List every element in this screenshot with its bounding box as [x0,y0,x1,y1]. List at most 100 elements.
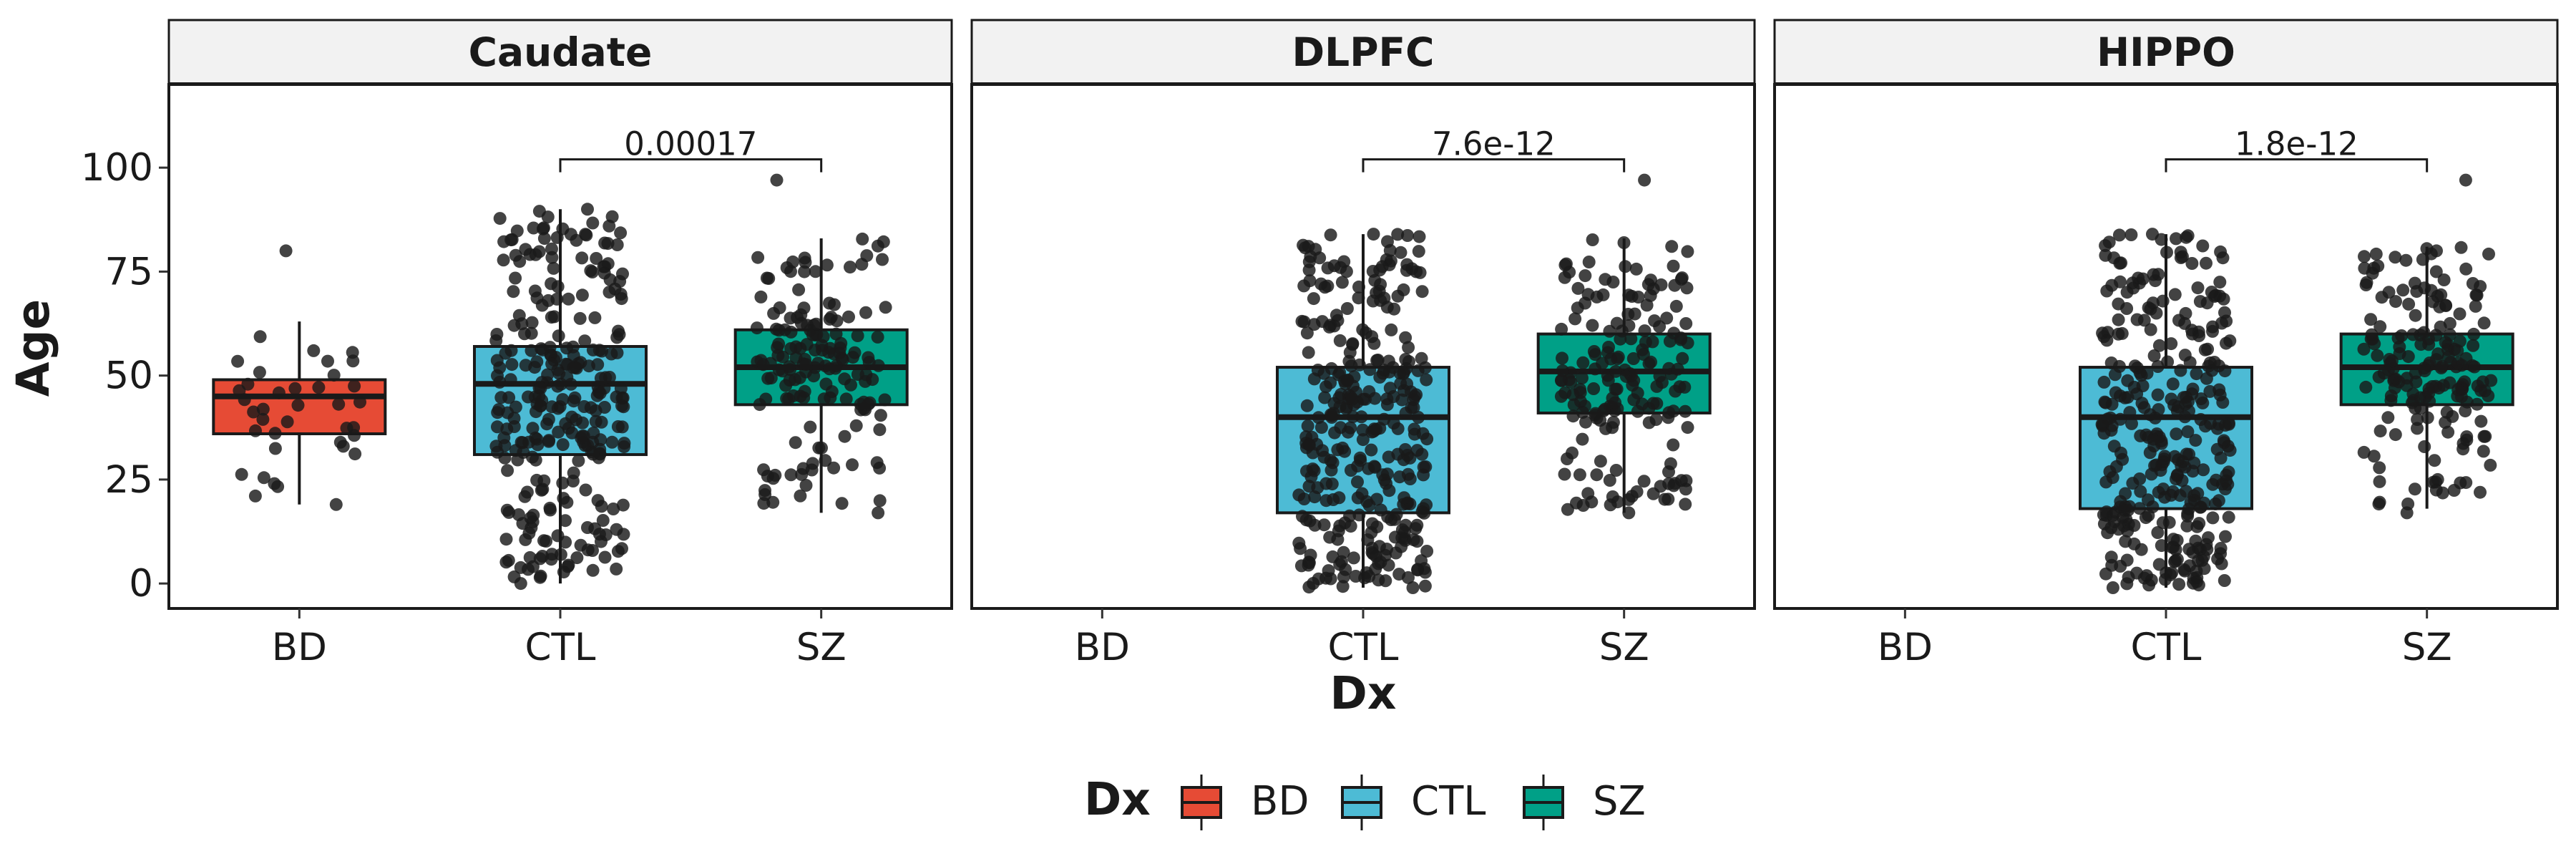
data-point [2431,472,2444,486]
data-point [784,468,798,482]
data-point [1622,506,1636,520]
data-point [2466,277,2479,290]
data-point [2112,297,2125,311]
data-point [597,260,610,273]
data-point [2454,476,2467,490]
y-tick-label: 75 [105,250,153,293]
data-point [1415,285,1429,299]
data-point [1302,438,1316,452]
data-point [545,400,559,414]
data-point [570,413,582,427]
data-point [533,571,547,584]
data-point [2457,437,2470,450]
data-point [2197,496,2211,510]
data-point [1324,228,1337,242]
data-point [2126,477,2140,490]
data-point [1622,319,1636,332]
data-point [1606,416,1620,429]
data-point [602,286,616,299]
data-point [1609,464,1623,477]
data-point [1611,495,1624,509]
data-point [1582,256,1596,268]
data-point [528,284,542,298]
data-point [557,492,570,505]
data-point [1300,465,1313,478]
data-point [1295,314,1309,328]
data-point [1331,533,1345,546]
data-point [1362,385,1376,399]
data-point [1328,426,1342,440]
data-point [575,431,588,445]
data-point [573,311,587,325]
data-point [1301,419,1314,433]
data-point [566,475,580,487]
data-point [2200,256,2212,270]
data-point [307,344,321,357]
data-point [518,490,532,503]
data-point [2170,232,2182,246]
data-point [1649,413,1663,426]
data-point [537,221,550,235]
data-point [545,242,558,256]
data-point [2357,445,2371,459]
data-point [2218,574,2231,587]
data-point [2173,489,2187,503]
strip-background [167,19,953,86]
data-point [1321,261,1335,275]
data-point [231,354,245,368]
data-point [321,354,334,368]
data-point [1603,324,1616,338]
data-point [346,354,360,368]
data-point [1345,359,1358,373]
data-point [1668,477,1682,490]
data-point [2391,331,2405,345]
legend-entry-sz: SZ [1523,775,1646,830]
data-point [2106,471,2119,485]
data-point [2222,510,2235,524]
data-point [241,377,255,391]
data-point [1675,271,1689,285]
data-point [2418,440,2431,453]
legend-label: SZ [1593,778,1646,825]
data-point [1302,480,1316,493]
data-point [1650,379,1664,393]
box-sz [1536,173,1712,520]
data-point [2178,564,2192,578]
data-point [1326,456,1340,470]
data-point [769,468,782,482]
data-point [2170,404,2184,417]
data-point [2121,374,2135,387]
data-point [879,301,892,314]
data-point [537,474,551,487]
data-point [540,417,554,431]
data-point [1638,324,1652,338]
data-point [1576,356,1590,369]
data-point [1307,292,1320,306]
data-point [1673,380,1687,394]
data-point [523,248,537,261]
data-point [280,415,294,429]
data-point [2125,417,2138,430]
data-point [279,244,293,258]
data-point [584,264,597,278]
data-point [1391,289,1405,303]
data-point [1368,273,1382,287]
data-point [2417,361,2431,375]
data-point [610,238,624,251]
data-point [789,436,802,450]
data-point [2171,468,2184,482]
data-point [872,506,885,520]
data-point [507,285,520,299]
data-point [2389,428,2402,442]
data-point [2190,520,2204,533]
data-point [578,334,592,348]
data-point [851,368,864,381]
data-point [595,535,608,548]
y-axis-title: Age [7,299,59,397]
data-point [2172,578,2186,591]
data-point [525,344,538,357]
data-point [1627,393,1641,407]
data-point [2134,485,2147,498]
data-point [2143,446,2157,460]
